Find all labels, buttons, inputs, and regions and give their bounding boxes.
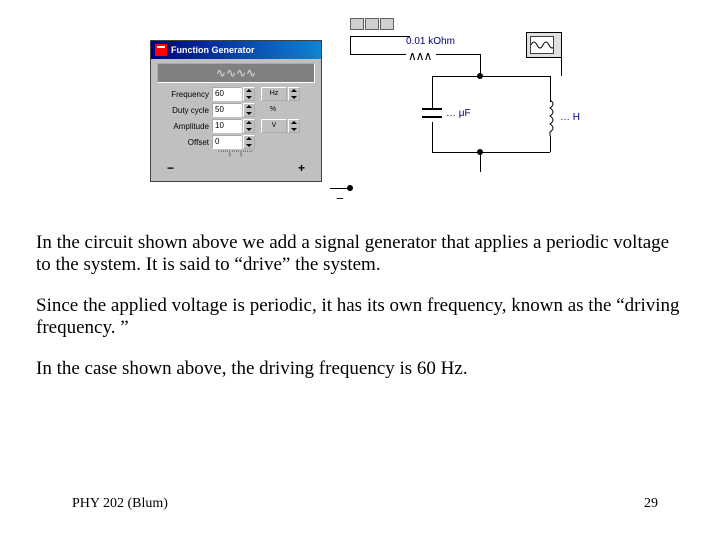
row-amplitude: Amplitude 10 V [157, 119, 315, 133]
terminal-plus: + [298, 161, 305, 175]
row-duty-cycle: Duty cycle 50 % [157, 103, 315, 117]
fg-ruler: '''''|''''|''''' [157, 151, 315, 157]
unit-duty-cycle: % [261, 104, 285, 116]
resistor-symbol: ∧∧∧ [408, 49, 431, 63]
row-frequency: Frequency 60 Hz [157, 87, 315, 101]
input-amplitude[interactable]: 10 [212, 119, 242, 133]
fg-app-icon [155, 44, 167, 56]
unit-frequency[interactable]: Hz [261, 87, 287, 101]
figure-area: Function Generator ∿∿∿∿ Frequency 60 Hz … [150, 18, 590, 208]
unit-spinner-amplitude[interactable] [288, 119, 300, 133]
paragraph-1: In the circuit shown above we add a sign… [36, 232, 684, 277]
fg-terminals: − + [157, 161, 315, 175]
label-amplitude: Amplitude [157, 122, 212, 131]
capacitor-label: … μF [446, 108, 471, 119]
fg-title: Function Generator [171, 45, 255, 55]
spinner-duty-cycle[interactable] [243, 103, 255, 117]
label-duty-cycle: Duty cycle [157, 106, 212, 115]
wire [550, 76, 551, 102]
resistor-label: 0.01 kOhm [406, 36, 455, 47]
oscilloscope-icon [526, 32, 562, 58]
fg-titlebar: Function Generator [151, 41, 321, 59]
wire [350, 36, 410, 37]
spinner-frequency[interactable] [243, 87, 255, 101]
wire [432, 76, 550, 77]
input-frequency[interactable]: 60 [212, 87, 242, 101]
capacitor-symbol [422, 108, 442, 122]
input-duty-cycle[interactable]: 50 [212, 103, 242, 117]
terminal-minus: − [167, 161, 174, 175]
wire [350, 54, 406, 55]
fg-body: ∿∿∿∿ Frequency 60 Hz Duty cycle 50 % Amp… [151, 59, 321, 181]
scope-screen [530, 36, 554, 54]
label-frequency: Frequency [157, 90, 212, 99]
wire [480, 152, 481, 172]
wire [330, 188, 350, 189]
body-text: In the circuit shown above we add a sign… [36, 232, 684, 398]
waveform-display: ∿∿∿∿ [157, 63, 315, 83]
wire [350, 36, 351, 54]
spinner-amplitude[interactable] [243, 119, 255, 133]
function-generator-window: Function Generator ∿∿∿∿ Frequency 60 Hz … [150, 40, 322, 182]
paragraph-2: Since the applied voltage is periodic, i… [36, 295, 684, 340]
circuit-diagram: 0.01 kOhm ∧∧∧ … μF … H [350, 18, 590, 208]
paragraph-3: In the case shown above, the driving fre… [36, 358, 684, 380]
row-offset: Offset 0 [157, 135, 315, 149]
wire [550, 136, 551, 152]
wire [432, 76, 433, 108]
label-offset: Offset [157, 138, 212, 147]
wire [432, 122, 433, 152]
footer-page-number: 29 [644, 496, 658, 512]
inductor-label: … H [560, 112, 580, 123]
spinner-offset[interactable] [243, 135, 255, 149]
wire [436, 54, 480, 55]
input-offset[interactable]: 0 [212, 135, 242, 149]
wire [432, 152, 550, 153]
ground-minus: − [336, 192, 344, 208]
unit-spinner-frequency[interactable] [288, 87, 300, 101]
inductor-symbol [544, 100, 556, 136]
wire [561, 56, 562, 76]
unit-amplitude[interactable]: V [261, 119, 287, 133]
footer-course: PHY 202 (Blum) [72, 496, 168, 512]
